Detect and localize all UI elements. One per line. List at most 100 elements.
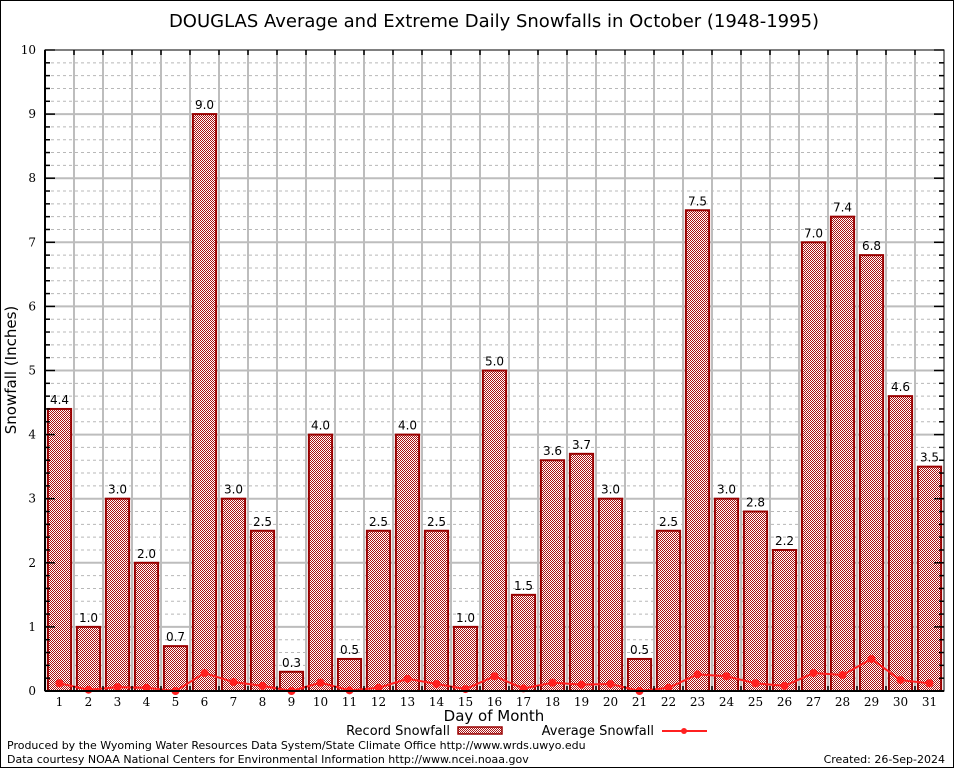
average-point-day-25	[751, 679, 760, 688]
average-point-day-20	[606, 679, 615, 688]
bar-value-label: 0.7	[166, 630, 185, 644]
bar-day-27	[800, 241, 827, 693]
bar-value-label: 7.4	[833, 201, 852, 215]
bar-day-14	[423, 529, 450, 692]
grid	[45, 50, 944, 691]
y-tick-label: 5	[28, 364, 36, 378]
legend: Record Snowfall Average Snowfall	[346, 724, 707, 739]
x-axis-label: Day of Month	[444, 707, 545, 725]
bar-day-18	[539, 459, 566, 692]
bar-value-label: 0.3	[282, 656, 301, 670]
bar-day-17	[510, 593, 537, 692]
bar-day-21	[626, 657, 653, 693]
x-tick-label: 28	[835, 695, 850, 709]
x-tick-label: 26	[777, 695, 792, 709]
bar-value-label: 1.0	[79, 611, 98, 625]
average-point-day-31	[925, 679, 934, 688]
x-tick-label: 12	[371, 695, 386, 709]
y-tick-label: 10	[21, 43, 36, 57]
bar-value-label: 3.6	[543, 444, 562, 458]
bar-value-label: 4.6	[891, 380, 910, 394]
x-tick-label: 6	[201, 695, 209, 709]
bar-day-1	[46, 407, 73, 692]
bar-day-22	[655, 529, 682, 692]
bar-day-24	[713, 497, 740, 693]
y-tick-label: 3	[28, 492, 36, 506]
bar-value-label: 4.0	[311, 419, 330, 433]
x-tick-label: 1	[56, 695, 64, 709]
bar-value-label: 3.7	[572, 438, 591, 452]
bar-day-25	[742, 510, 769, 692]
bar-value-label: 1.5	[514, 579, 533, 593]
x-tick-label: 29	[864, 695, 879, 709]
average-point-day-3	[113, 683, 122, 692]
legend-record-swatch	[457, 726, 503, 735]
average-point-day-14	[432, 679, 441, 688]
bar-value-label: 2.2	[775, 534, 794, 548]
x-tick-label: 23	[690, 695, 705, 709]
average-point-day-28	[838, 670, 847, 679]
y-tick-label: 7	[28, 235, 36, 249]
bar-value-label: 4.4	[50, 393, 69, 407]
x-tick-label: 19	[574, 695, 589, 709]
bar-value-label: 1.0	[456, 611, 475, 625]
x-tick-label: 18	[545, 695, 560, 709]
average-point-day-29	[867, 654, 876, 663]
bar-value-label: 3.0	[108, 483, 127, 497]
x-tick-label: 13	[400, 695, 415, 709]
x-tick-label: 22	[661, 695, 676, 709]
average-point-day-24	[722, 672, 731, 681]
x-tick-label: 17	[516, 695, 531, 709]
average-point-day-7	[229, 678, 238, 687]
bar-day-6	[191, 113, 218, 693]
average-point-day-13	[403, 674, 412, 683]
bar-day-8	[249, 529, 276, 692]
x-tick-label: 5	[172, 695, 180, 709]
bar-labels: 4.4 1.0 3.0 2.0 0.7 9.0 3.0 2.5 0.3 4.0 0.5 2.5 4.0 2…	[50, 98, 939, 670]
average-point-day-22	[664, 683, 673, 692]
average-point-day-16	[490, 672, 499, 681]
bar-value-label: 5.0	[485, 355, 504, 369]
x-tick-label: 11	[342, 695, 357, 709]
y-tick-label: 4	[28, 428, 36, 442]
x-tick-label: 7	[230, 695, 238, 709]
bar-day-23	[684, 209, 711, 692]
x-tick-label: 31	[922, 695, 937, 709]
footer-created: Created: 26-Sep-2024	[824, 753, 945, 766]
average-point-day-19	[577, 680, 586, 689]
x-tick-labels: 1 2 3 4 5 6 7 8 9 10 11 12 13 14 15 16 17 18 19 20 21 22 23 24 2…	[56, 695, 937, 709]
bar-value-label: 2.5	[659, 515, 678, 529]
bar-value-label: 3.0	[601, 483, 620, 497]
average-point-day-18	[548, 678, 557, 687]
bar-value-label: 3.5	[920, 451, 939, 465]
legend-record-label: Record Snowfall	[346, 724, 450, 739]
average-point-day-27	[809, 669, 818, 678]
y-tick-label: 2	[28, 556, 36, 570]
x-tick-label: 25	[748, 695, 763, 709]
x-tick-label: 2	[85, 695, 93, 709]
average-point-day-6	[200, 669, 209, 678]
y-tick-label: 1	[28, 620, 36, 634]
x-tick-label: 3	[114, 695, 122, 709]
bar-value-label: 7.5	[688, 194, 707, 208]
x-tick-label: 15	[458, 695, 473, 709]
average-point-day-1	[55, 679, 64, 688]
x-tick-label: 24	[719, 695, 735, 709]
footer-producer: Produced by the Wyoming Water Resources …	[7, 739, 586, 752]
legend-average-marker	[681, 728, 687, 734]
bar-day-26	[771, 548, 798, 692]
y-tick-label: 0	[28, 684, 36, 698]
bar-day-12	[365, 529, 392, 692]
x-tick-label: 21	[632, 695, 647, 709]
bar-day-5	[162, 645, 189, 693]
average-point-day-2	[84, 685, 93, 694]
average-point-day-8	[258, 681, 267, 690]
bar-day-15	[452, 625, 479, 693]
bar-day-29	[858, 254, 885, 692]
chart-title: DOUGLAS Average and Extreme Daily Snowfa…	[169, 11, 819, 32]
bar-value-label: 2.5	[427, 515, 446, 529]
x-tick-label: 9	[288, 695, 296, 709]
x-tick-label: 10	[313, 695, 328, 709]
legend-average-label: Average Snowfall	[542, 724, 654, 739]
